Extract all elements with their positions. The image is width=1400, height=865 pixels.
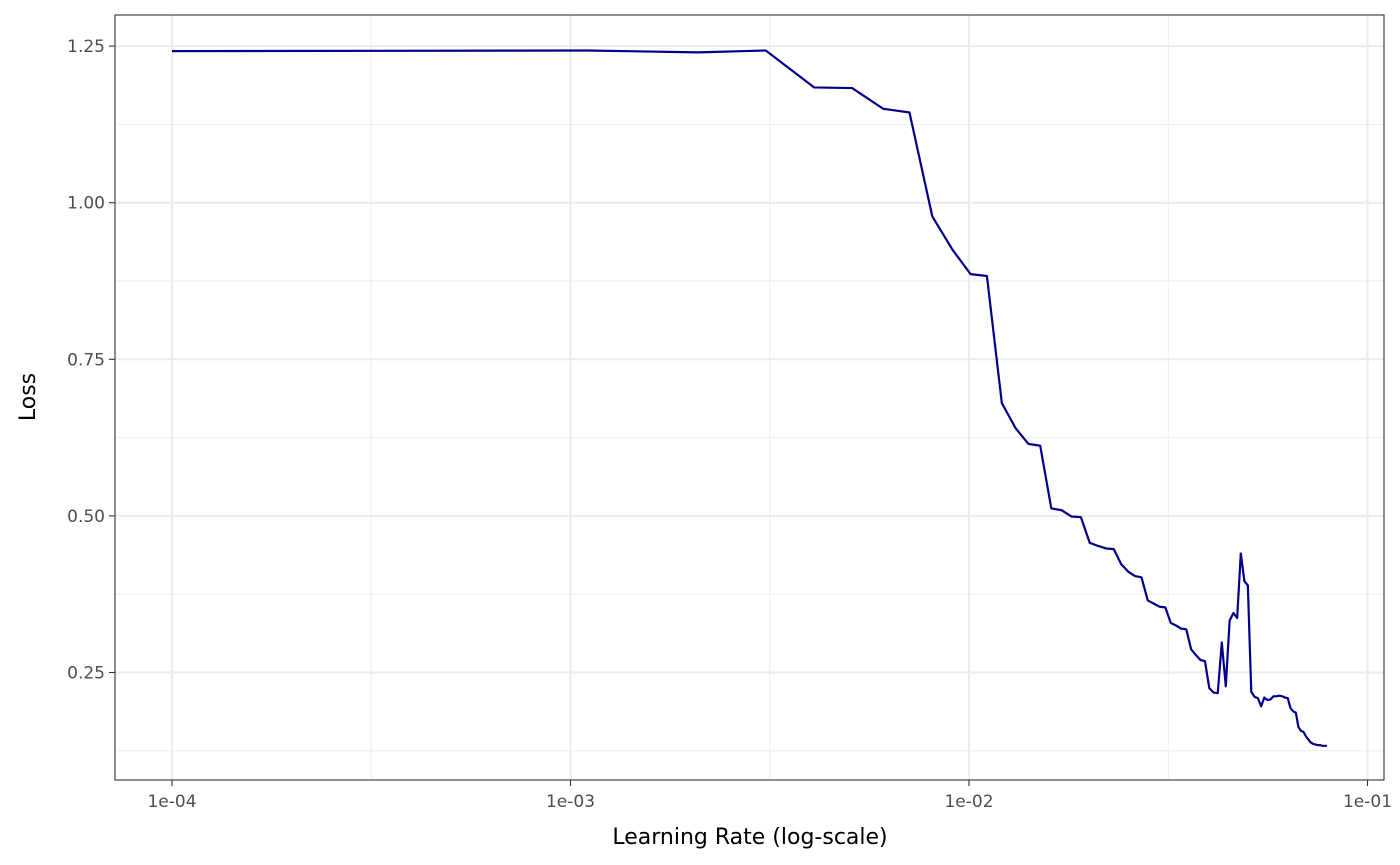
- y-tick-label: 0.75: [67, 350, 105, 370]
- y-axis: 0.25 0.50 0.75 1.00 1.25: [67, 37, 115, 684]
- plot-panel-background: [115, 15, 1384, 780]
- x-tick-label: 1e-04: [147, 792, 196, 812]
- y-tick-label: 1.25: [67, 37, 105, 57]
- y-axis-title: Loss: [16, 373, 41, 421]
- loss-series-line: [171, 49, 1327, 747]
- major-gridlines: [115, 15, 1384, 780]
- minor-gridlines: [115, 15, 1384, 780]
- y-tick-label: 1.00: [67, 194, 105, 214]
- x-tick-label: 1e-01: [1343, 792, 1392, 812]
- plot-panel-border: [114, 14, 1385, 781]
- x-axis-title: Learning Rate (log-scale): [612, 825, 887, 850]
- series-layer: [171, 49, 1327, 747]
- x-tick-label: 1e-02: [944, 792, 993, 812]
- y-tick-label: 0.50: [67, 507, 105, 527]
- x-axis: 1e-04 1e-03 1e-02 1e-01: [147, 780, 1392, 812]
- y-tick-label: 0.25: [67, 664, 105, 684]
- x-tick-label: 1e-03: [546, 792, 595, 812]
